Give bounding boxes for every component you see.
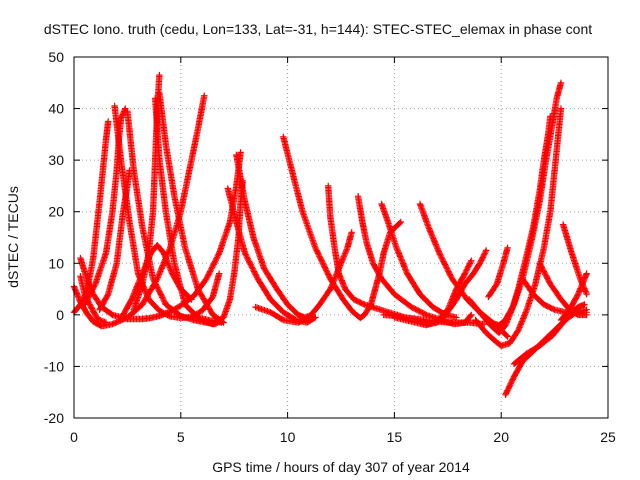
y-tick-label: 20 [48, 204, 64, 220]
data-series [280, 133, 404, 322]
data-series [502, 306, 590, 398]
data-series [472, 105, 565, 349]
data-series [354, 193, 475, 328]
data-series [557, 270, 590, 324]
data-series [233, 151, 313, 321]
series-markers [252, 229, 355, 326]
series-markers [354, 193, 475, 328]
x-tick-label: 25 [600, 429, 616, 445]
data-series [252, 229, 355, 326]
series-markers [391, 257, 475, 329]
axis-ticks: 0 5 10 15 20 25 -20 -10 0 10 20 30 40 50 [44, 49, 616, 445]
series-markers [233, 151, 313, 321]
data-series [378, 200, 460, 321]
data-series [190, 177, 246, 328]
data-series [391, 257, 475, 329]
plot-frame [73, 56, 609, 419]
series-markers [502, 306, 590, 398]
series-markers [190, 177, 246, 328]
series-markers [485, 244, 511, 300]
chart-title: dSTEC Iono. truth (cedu, Lon=133, Lat=-3… [44, 21, 592, 37]
series-markers [536, 260, 590, 319]
y-tick-label: -20 [44, 410, 64, 426]
series-markers [557, 270, 590, 324]
y-tick-label: 10 [48, 255, 64, 271]
series-markers [156, 89, 227, 326]
y-tick-label: 0 [56, 307, 64, 323]
data-series [156, 89, 227, 326]
x-tick-label: 5 [177, 429, 185, 445]
x-axis-label: GPS time / hours of day 307 of year 2014 [212, 459, 470, 475]
series-markers [487, 79, 565, 329]
x-tick-label: 15 [387, 429, 403, 445]
series-markers [559, 221, 590, 298]
y-axis-label: dSTEC / TECUs [5, 186, 21, 288]
series-layer [70, 71, 590, 398]
series-markers [472, 105, 565, 349]
y-tick-label: -10 [44, 358, 64, 374]
data-series [559, 221, 590, 298]
y-tick-label: 40 [48, 101, 64, 117]
x-tick-label: 10 [280, 429, 296, 445]
data-series [510, 301, 588, 368]
series-markers [378, 200, 460, 321]
y-tick-label: 30 [48, 152, 64, 168]
x-tick-label: 20 [493, 429, 509, 445]
x-tick-label: 0 [70, 429, 78, 445]
data-series [485, 244, 511, 300]
series-markers [510, 301, 588, 368]
data-series [487, 79, 565, 329]
series-markers [280, 133, 404, 322]
data-series [536, 260, 590, 319]
y-tick-label: 50 [48, 49, 64, 65]
